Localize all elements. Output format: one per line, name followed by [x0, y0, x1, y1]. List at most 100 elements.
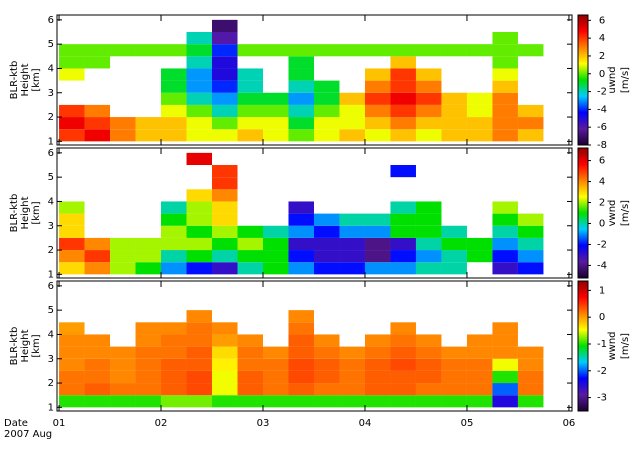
heatmap-cell: [263, 395, 289, 408]
heatmap-cell: [466, 358, 493, 371]
y-tick-label: 1: [48, 136, 54, 147]
heatmap-cell: [161, 213, 187, 226]
y-tick-label: 6: [48, 281, 54, 292]
heatmap-cell: [59, 322, 85, 335]
heatmap-cell: [161, 395, 187, 408]
heatmap-cell: [441, 237, 467, 251]
heatmap-cell: [339, 225, 365, 238]
heatmap-cell: [186, 213, 213, 226]
heatmap-cell: [186, 237, 213, 251]
heatmap-cell: [466, 44, 493, 57]
heatmap-cell: [466, 346, 493, 359]
heatmap-cell: [161, 225, 187, 238]
heatmap-cell: [415, 262, 442, 275]
heatmap-cell: [492, 129, 518, 142]
heatmap-cell: [212, 165, 238, 178]
heatmap-cell: [84, 104, 111, 118]
colorbar-tick-label: -6: [597, 122, 607, 133]
heatmap-cell: [110, 117, 136, 130]
heatmap-cell: [517, 370, 544, 384]
heatmap-cell: [212, 395, 238, 408]
heatmap-cell: [84, 358, 111, 371]
colorbar-tick-label: 1: [599, 285, 605, 296]
heatmap-cell: [466, 92, 493, 105]
heatmap-cell: [135, 44, 162, 57]
y-axis-label: BLR-ktbHeight[km]: [9, 194, 42, 233]
colorbar-tick-label: -3: [597, 393, 607, 404]
heatmap-cell: [492, 358, 518, 371]
heatmap-cell: [492, 334, 518, 347]
heatmap-cell: [161, 44, 187, 57]
heatmap-cell: [59, 129, 85, 142]
colorbar-label: uwnd: [607, 66, 618, 93]
heatmap-cell: [441, 262, 467, 275]
heatmap-cell: [492, 370, 518, 384]
heatmap-cell: [415, 358, 442, 371]
heatmap-cell: [288, 250, 314, 263]
heatmap-cell: [186, 129, 213, 142]
heatmap-cell: [263, 358, 289, 371]
y-axis-label-line: Height: [20, 329, 31, 362]
heatmap-cell: [186, 117, 213, 130]
heatmap-cell: [135, 346, 162, 359]
heatmap-cell: [390, 104, 416, 118]
heatmap-cell: [263, 104, 289, 118]
heatmap-cell: [84, 262, 111, 275]
heatmap-cell: [492, 383, 518, 396]
heatmap-cell: [186, 92, 213, 105]
heatmap-cell: [517, 383, 544, 396]
heatmap-cell: [212, 189, 238, 202]
heatmap-cell: [313, 262, 340, 275]
heatmap-cell: [390, 322, 416, 335]
heatmap-cell: [390, 80, 416, 93]
heatmap-cell: [390, 68, 416, 81]
x-tick-label: 05: [461, 418, 474, 429]
colorbar-tick-label: 4: [599, 177, 605, 188]
heatmap-cell: [84, 56, 111, 69]
heatmap-cell: [441, 129, 467, 142]
heatmap-cell: [415, 395, 442, 408]
heatmap-cell: [186, 334, 213, 347]
heatmap-cell: [161, 129, 187, 142]
heatmap-cell: [390, 117, 416, 130]
heatmap-cell: [135, 117, 162, 130]
heatmap-cell: [161, 80, 187, 93]
x-axis-label: Date: [4, 418, 28, 429]
heatmap-cell: [492, 225, 518, 238]
heatmap-cell: [492, 237, 518, 251]
heatmap-cell: [212, 92, 238, 105]
heatmap-cell: [339, 213, 365, 226]
heatmap-cell: [59, 225, 85, 238]
heatmap-cell: [186, 225, 213, 238]
heatmap-cell: [288, 322, 314, 335]
heatmap-cell: [364, 250, 391, 263]
heatmap-cell: [288, 104, 314, 118]
heatmap-cell: [415, 250, 442, 263]
colorbar-unit: [m/s]: [620, 67, 631, 93]
heatmap-cell: [84, 117, 111, 130]
heatmap-cell: [415, 117, 442, 130]
heatmap-cell: [466, 129, 493, 142]
heatmap-cell: [313, 370, 340, 384]
heatmap-cell: [415, 383, 442, 396]
heatmap-cell: [390, 370, 416, 384]
heatmap-cell: [212, 177, 238, 190]
heatmap-cell: [59, 104, 85, 118]
y-tick-label: 4: [48, 196, 54, 207]
heatmap-cell: [288, 129, 314, 142]
heatmap-cell: [390, 56, 416, 69]
heatmap-cell: [237, 370, 263, 384]
heatmap-cell: [313, 104, 340, 118]
y-tick-label: 6: [48, 148, 54, 159]
colorbar: [577, 14, 589, 146]
heatmap-cell: [288, 117, 314, 130]
heatmap-cell: [186, 310, 213, 323]
heatmap-cell: [212, 346, 238, 359]
heatmap-cell: [517, 129, 544, 142]
heatmap-cell: [186, 346, 213, 359]
y-axis-label: BLR-ktbHeight[km]: [9, 327, 42, 366]
heatmap-cell: [288, 334, 314, 347]
heatmap-cell: [390, 225, 416, 238]
heatmap-cell: [237, 44, 263, 57]
